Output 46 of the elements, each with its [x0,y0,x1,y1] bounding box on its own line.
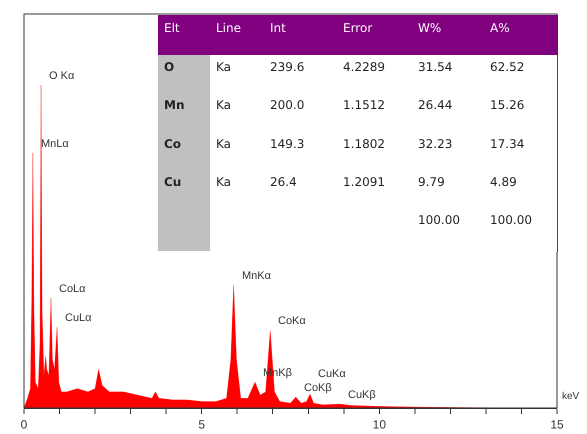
annotation: CoKβ [304,382,332,394]
annotation: 15.26 [490,98,524,112]
x-tick-label: 5 [198,417,206,432]
text: 239.6 [270,60,304,74]
annotation: 26.44 [418,98,452,112]
annotation: 17.34 [490,137,524,151]
annotation: Ka [216,98,232,112]
annotation: 100.00 [418,213,460,227]
x-tick-label: 10 [372,417,386,432]
annotation: CuKα [318,368,346,380]
text: Int [270,21,286,35]
x-tick-label: 0 [20,417,28,432]
annotation: CuLα [65,312,92,324]
annotation: MnKα [242,270,272,282]
annotation: O Kα [49,70,75,82]
annotation: 200.0 [270,98,304,112]
text: 4.2289 [343,60,385,74]
annotation: 4.89 [490,175,517,189]
annotation: CoKα [278,315,306,327]
annotation: 1.2091 [343,175,385,189]
annotation: Mn [164,98,184,112]
annotation: CoLα [59,283,86,295]
annotation: 32.23 [418,137,452,151]
annotation: Ka [216,137,232,151]
annotation: 1.1802 [343,137,385,151]
annotation: Cu [164,175,182,189]
text: A% [490,21,510,35]
annotation: 26.4 [270,175,297,189]
text: Line [216,21,242,35]
annotation: MnLα [41,138,70,150]
annotation: Co [164,137,182,151]
annotation: 1.1512 [343,98,385,112]
annotation: 9.79 [418,175,445,189]
annotation: 100.00 [490,213,532,227]
x-axis-title: keV [562,391,580,402]
annotation: 149.3 [270,137,304,151]
annotation: Ka [216,175,232,189]
text: 62.52 [490,60,524,74]
text: Ka [216,60,232,74]
text: Error [343,21,372,35]
annotation: CuKβ [348,389,376,401]
text: W% [418,21,442,35]
text: O [164,60,174,74]
text: 31.54 [418,60,452,74]
text: Elt [164,21,180,35]
x-tick-label: 15 [550,417,564,432]
